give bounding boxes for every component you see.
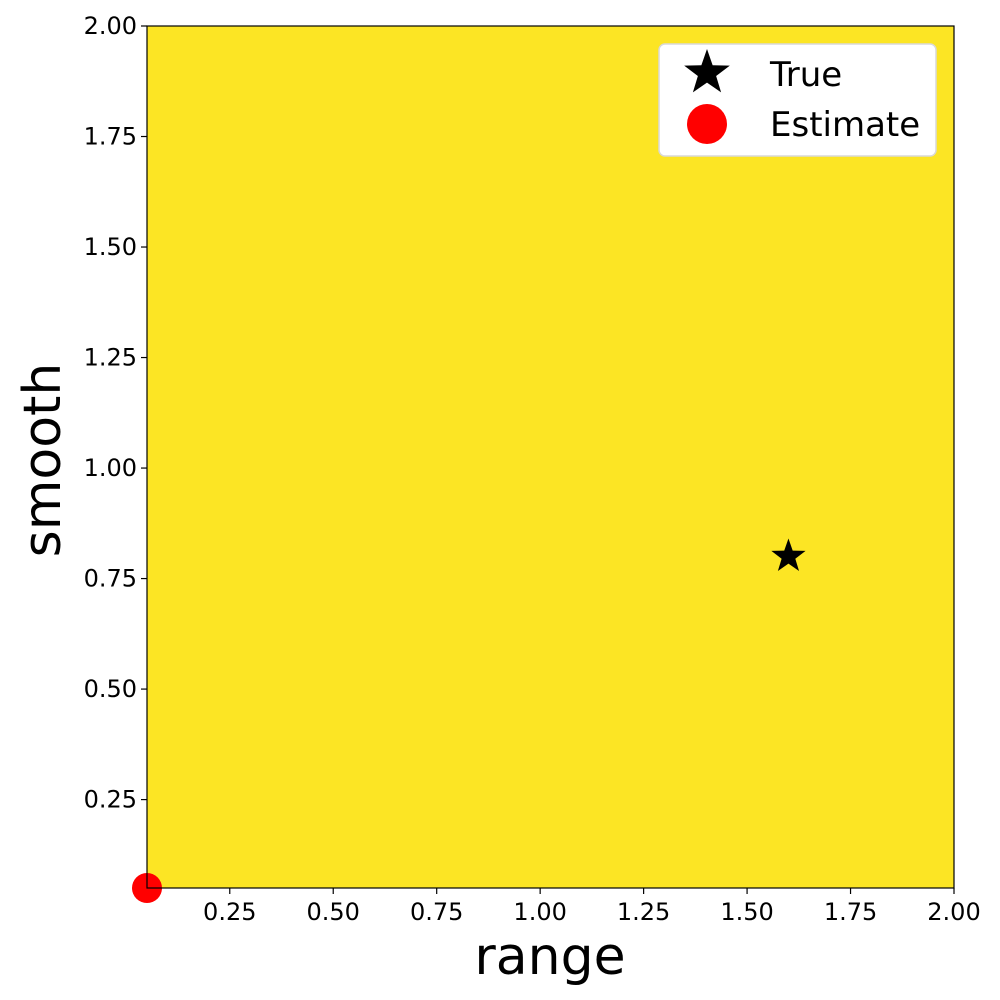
x-tick-label-5: 1.50 xyxy=(720,898,773,926)
plot-area xyxy=(147,26,954,888)
x-tick-label-4: 1.25 xyxy=(617,898,670,926)
y-tick-label-3: 1.00 xyxy=(84,454,137,482)
x-axis-label: range xyxy=(474,927,625,987)
y-tick-label-5: 1.50 xyxy=(84,233,137,261)
y-tick-label-7: 2.00 xyxy=(84,12,137,40)
legend: True Estimate xyxy=(658,43,937,157)
y-tick-label-6: 1.75 xyxy=(84,123,137,151)
y-tick-label-1: 0.50 xyxy=(84,675,137,703)
x-tick-label-7: 2.00 xyxy=(927,898,980,926)
x-tick-label-3: 1.00 xyxy=(513,898,566,926)
legend-true-label: True xyxy=(769,55,842,95)
y-tick-label-0: 0.25 xyxy=(84,786,137,814)
true-point-star-marker xyxy=(771,538,806,572)
legend-true-star-icon xyxy=(684,49,730,93)
legend-estimate-label: Estimate xyxy=(770,105,920,145)
y-axis-ticks: 0.25 0.50 0.75 1.00 1.25 1.50 1.75 2.00 xyxy=(84,12,147,814)
x-tick-label-1: 0.50 xyxy=(307,898,360,926)
x-axis-ticks: 0.25 0.50 0.75 1.00 1.25 1.50 1.75 2.00 xyxy=(203,888,981,926)
legend-box xyxy=(658,43,937,157)
x-tick-label-6: 1.75 xyxy=(824,898,877,926)
legend-estimate-circle-icon xyxy=(687,104,727,144)
x-tick-label-0: 0.25 xyxy=(203,898,256,926)
y-tick-label-2: 0.75 xyxy=(84,565,137,593)
plot-frame xyxy=(146,25,955,889)
y-axis-label: smooth xyxy=(13,363,73,558)
y-tick-label-4: 1.25 xyxy=(84,344,137,372)
x-tick-label-2: 0.75 xyxy=(410,898,463,926)
